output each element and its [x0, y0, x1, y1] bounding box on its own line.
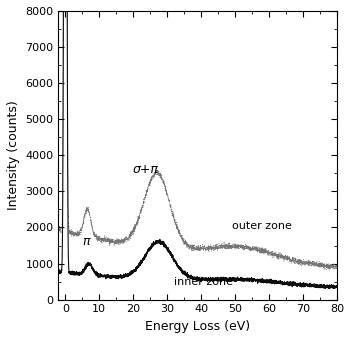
- Text: σ+π: σ+π: [132, 163, 158, 176]
- Text: inner zone: inner zone: [174, 277, 233, 287]
- Text: outer zone: outer zone: [232, 221, 292, 231]
- Y-axis label: Intensity (counts): Intensity (counts): [7, 100, 20, 210]
- X-axis label: Energy Loss (eV): Energy Loss (eV): [145, 320, 250, 333]
- Text: π: π: [82, 235, 90, 249]
